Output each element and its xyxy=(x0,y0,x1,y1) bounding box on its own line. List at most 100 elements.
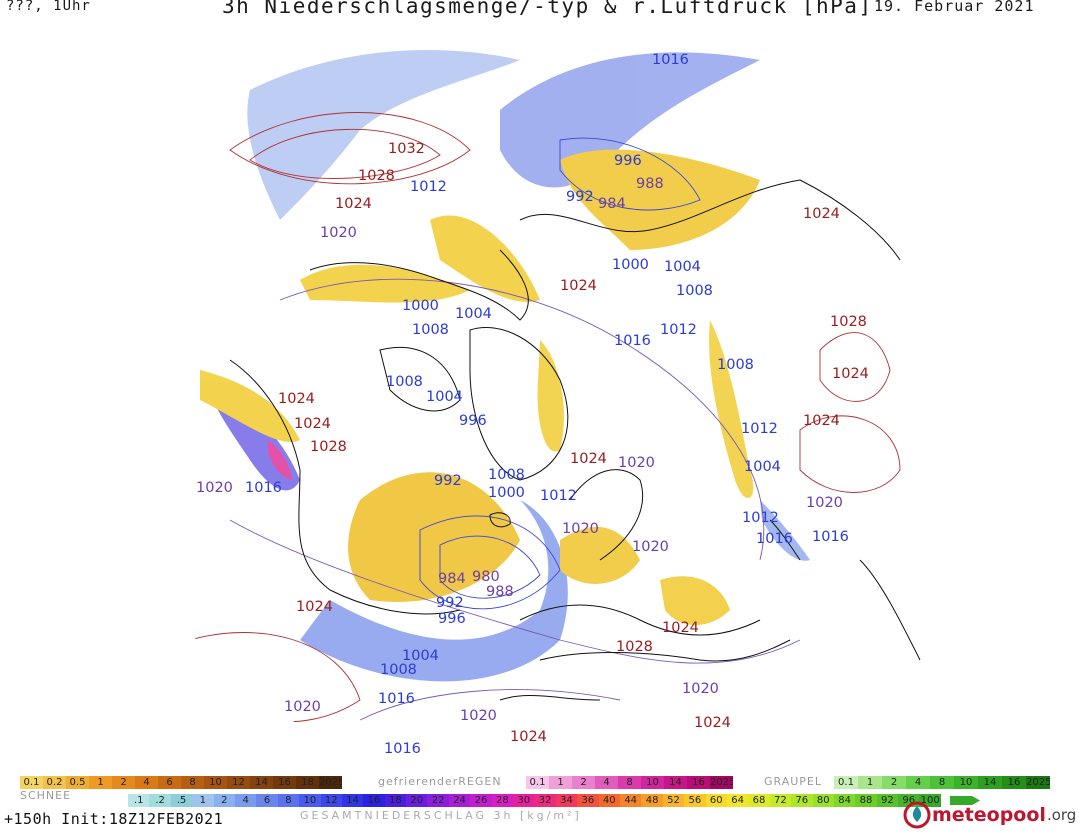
coastline-iceland xyxy=(489,512,511,528)
coastline-africa xyxy=(499,695,601,701)
legend-swatch: 2 xyxy=(882,776,906,789)
legend-swatch: .5 xyxy=(170,794,193,807)
isobar-high xyxy=(819,332,891,402)
legend-swatch: 52 xyxy=(662,794,685,807)
pressure-label: 1020 xyxy=(284,699,321,715)
precip-band-bering xyxy=(500,52,760,188)
legend-swatch: 24 xyxy=(448,794,471,807)
pressure-label: 1024 xyxy=(694,715,731,731)
coastline-alaska xyxy=(309,249,529,321)
total-precip-legend: .1.2.5 1 2 4 6 8 10 12 14 16 18 20 22 24 26 28 30 32 34 36 4… xyxy=(128,794,941,807)
pressure-label: 1016 xyxy=(614,333,651,349)
pressure-label: 1024 xyxy=(335,196,372,212)
pressure-label: 1008 xyxy=(386,374,423,390)
legend-swatch: .2 xyxy=(149,794,171,807)
legend-swatch: 2 xyxy=(112,776,135,789)
meteopool-logo-icon xyxy=(903,801,931,829)
snow-alaska-interior xyxy=(430,215,540,302)
legend-swatch: 14 xyxy=(664,776,687,789)
legend-swatch: 14 xyxy=(341,794,364,807)
pressure-label: 1020 xyxy=(196,480,233,496)
legend-swatch: 28 xyxy=(491,794,514,807)
pressure-label: 1024 xyxy=(510,729,547,745)
brand[interactable]: meteopool .org xyxy=(902,800,1076,830)
pressure-label: 1016 xyxy=(378,691,415,707)
legend-swatch: 4 xyxy=(595,776,618,789)
pressure-label: 1024 xyxy=(662,620,699,636)
pressure-label: 988 xyxy=(486,584,514,600)
legend-swatch: 26 xyxy=(470,794,492,807)
legend-swatch: 60 xyxy=(705,794,727,807)
pressure-label: 1024 xyxy=(560,278,597,294)
legend-swatch: 6 xyxy=(256,794,278,807)
pressure-label: 1012 xyxy=(741,421,778,437)
isobar-low xyxy=(439,535,541,599)
legend-swatch: 12 xyxy=(227,776,250,789)
pressure-label: 1020 xyxy=(682,681,719,697)
isobar-mid xyxy=(359,689,621,721)
pressure-label: 1012 xyxy=(742,510,779,526)
pressure-label: 1024 xyxy=(832,366,869,382)
legend-swatch: 10 xyxy=(299,794,321,807)
legend-swatch: 2025+ xyxy=(1026,776,1050,789)
pressure-label: 1004 xyxy=(664,259,701,275)
legend-swatch: 0.1 xyxy=(526,776,549,789)
legend-arrow-shape xyxy=(950,796,980,805)
pressure-label: 1024 xyxy=(803,206,840,222)
legend-swatch: 8 xyxy=(618,776,641,789)
snow-black-sea xyxy=(660,576,730,625)
pressure-label: 1020 xyxy=(320,225,357,241)
legend-swatch: 0.1 xyxy=(834,776,858,789)
legend-swatch: 10 xyxy=(641,776,664,789)
legend-swatch: 88 xyxy=(855,794,877,807)
coastline-greenland xyxy=(469,326,569,481)
legend-swatch: 1 xyxy=(89,776,112,789)
legend-swatch: 6 xyxy=(158,776,181,789)
legend-swatch: 16 xyxy=(1002,776,1026,789)
pressure-label: 1004 xyxy=(744,459,781,475)
coastline-scandinavia xyxy=(569,469,644,561)
legend-swatch: 76 xyxy=(791,794,813,807)
freezing-rain-cascadia xyxy=(268,440,292,480)
precip-north-atlantic xyxy=(300,500,568,682)
isobar-high xyxy=(249,128,441,179)
legend-swatch: 32 xyxy=(534,794,556,807)
pressure-label: 992 xyxy=(566,189,594,205)
pressure-label: 1028 xyxy=(830,314,867,330)
legend-arrow xyxy=(950,796,980,805)
legend-swatch: 0.1 xyxy=(20,776,43,789)
legend-swatch: 8 xyxy=(930,776,954,789)
freezing-rain-legend-label: gefrierenderREGEN xyxy=(378,775,502,788)
legend-swatch: 2025+ xyxy=(319,776,342,789)
legend-swatch: 14 xyxy=(250,776,273,789)
legend-swatch: 2 xyxy=(213,794,235,807)
coastline-siberia xyxy=(519,179,901,261)
legend-swatch: 44 xyxy=(619,794,642,807)
pressure-label: 1028 xyxy=(310,439,347,455)
pressure-label: 1024 xyxy=(570,451,607,467)
legend-swatch: 16 xyxy=(363,794,385,807)
legend-swatch: 40 xyxy=(598,794,620,807)
brand-name: meteopool xyxy=(932,804,1046,826)
legend-swatch: 18 xyxy=(296,776,319,789)
graupel-legend-label: GRAUPEL xyxy=(764,775,823,788)
map-title: 3h Niederschlagsmenge/-typ & r.Luftdruck… xyxy=(222,0,873,18)
pressure-label: 1008 xyxy=(488,467,525,483)
pressure-label: 996 xyxy=(614,153,642,169)
pressure-label: 1012 xyxy=(540,488,577,504)
legend-swatch: 92 xyxy=(876,794,899,807)
pressure-label: 992 xyxy=(436,595,464,611)
pressure-label: 1016 xyxy=(245,480,282,496)
pressure-label: 1016 xyxy=(756,531,793,547)
legend-swatch: 100 xyxy=(919,794,941,807)
pressure-label: 1020 xyxy=(460,708,497,724)
legend-swatch: 72 xyxy=(769,794,792,807)
pressure-label: 1016 xyxy=(812,529,849,545)
pressure-label: 1012 xyxy=(410,179,447,195)
coastlines xyxy=(229,179,921,701)
pressure-label: 1028 xyxy=(358,168,395,184)
pressure-label: 1004 xyxy=(426,389,463,405)
